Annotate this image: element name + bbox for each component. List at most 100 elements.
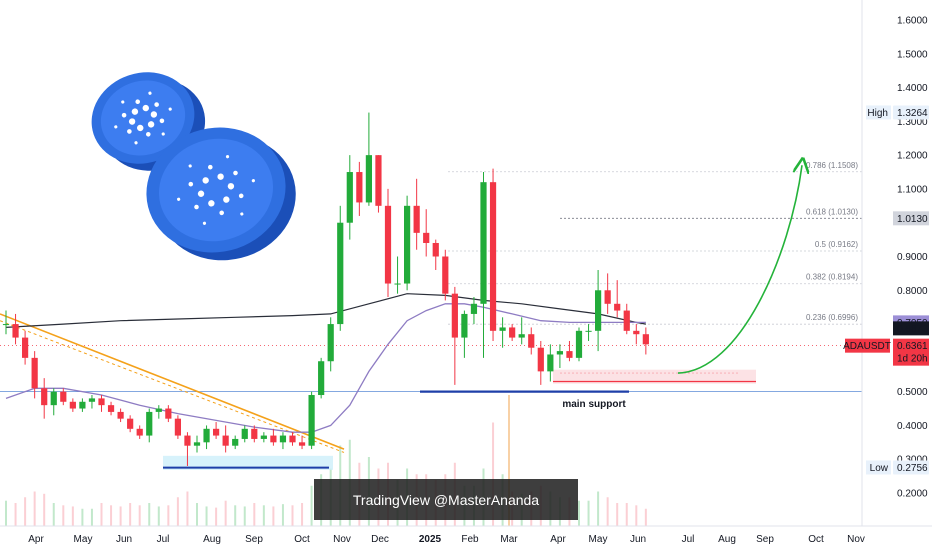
downtrend-line-dashed[interactable] <box>0 320 345 453</box>
candle-body <box>12 324 19 338</box>
candle-body <box>623 310 630 331</box>
candle-body <box>585 330 592 332</box>
coin-logo-dot <box>197 190 205 197</box>
trendlines[interactable] <box>0 313 862 453</box>
fib-level-label: 0.236 (0.6996) <box>806 313 858 322</box>
time-tick-label: Aug <box>203 534 221 545</box>
time-axis[interactable]: Apr May Jun Jul Aug Sep Oct Nov Dec 2025 Feb Mar Apr… <box>0 525 932 545</box>
coin-logo-dot <box>150 111 158 118</box>
candle-body <box>146 411 153 436</box>
price-tag-label: High <box>867 108 888 119</box>
coin-logo-dot <box>251 179 255 183</box>
price-tick-label: 0.3000 <box>897 455 928 466</box>
candle-body <box>308 395 315 446</box>
downtrend-line[interactable] <box>0 313 345 450</box>
coin-logo-dot <box>223 196 230 203</box>
coin-logo-dot <box>161 132 165 136</box>
candle-body <box>461 313 468 338</box>
price-tick-label: 0.8000 <box>897 286 928 297</box>
candle-body <box>480 182 487 304</box>
volume-bar <box>52 503 55 526</box>
coin-inner-face <box>100 80 186 156</box>
candle-body <box>41 388 48 406</box>
candle-body <box>614 303 621 311</box>
time-tick-label: Apr <box>550 534 566 545</box>
candle-body <box>98 398 105 406</box>
candle-body <box>528 334 535 348</box>
volume-bar <box>492 422 495 526</box>
price-tick-label: 1.4000 <box>897 83 928 94</box>
candle-body <box>88 398 96 402</box>
coin-logo-dot <box>147 121 155 128</box>
candle-body <box>260 435 267 439</box>
candle-body <box>251 428 258 439</box>
tradingview-watermark: TradingView @MasterAnanda <box>314 479 578 520</box>
price-tag-value: 0.6361 <box>897 341 928 352</box>
price-tag-label-bg <box>866 460 891 475</box>
time-tick-label: May <box>589 534 608 545</box>
time-tick-label: Sep <box>756 534 774 545</box>
ma-50-line <box>5 303 646 433</box>
volume-bar <box>616 503 619 526</box>
volume-bar <box>310 485 313 526</box>
main-support-label: main support <box>562 399 626 410</box>
price-tick-label: 1.5000 <box>897 49 928 60</box>
coin-logo-dot <box>202 221 207 225</box>
volume-bar <box>301 503 304 526</box>
candle-body <box>375 155 382 206</box>
volume-bar <box>196 503 198 526</box>
candle-body <box>193 442 201 446</box>
candle-countdown: 1d 20h <box>897 354 928 365</box>
candle-body <box>31 357 38 389</box>
candle-body <box>136 428 143 436</box>
coin-logo-dot <box>131 108 139 115</box>
drawing-annotations[interactable]: main support <box>562 165 802 410</box>
price-axis-bg <box>862 0 932 550</box>
volume-bar <box>62 505 65 526</box>
volume-bar <box>262 505 265 526</box>
coin-logo-dot <box>114 125 118 129</box>
price-tag-value: 0.2756 <box>897 463 928 474</box>
candle-body <box>547 354 554 372</box>
candle-body <box>432 242 439 257</box>
coin-logo-dot <box>159 118 165 124</box>
candle-body <box>69 401 76 409</box>
volume-bar <box>110 505 113 526</box>
volume-bar <box>625 503 628 526</box>
accumulation-zone-low <box>163 455 333 470</box>
candle-body <box>127 418 134 429</box>
volume-bar <box>597 491 600 526</box>
candle-body <box>222 435 229 446</box>
candle-body <box>575 330 583 358</box>
candle-body <box>298 442 306 446</box>
volume-bar <box>224 500 227 526</box>
volume-bar <box>186 491 189 526</box>
price-tag-bg <box>893 321 929 336</box>
candle-body <box>241 428 248 439</box>
time-tick-label: Sep <box>245 534 263 545</box>
price-axis[interactable]: 1.6000 1.5000 1.4000 1.3000 1.2000 1.1000 0.90… <box>843 0 932 550</box>
volume-bar <box>129 503 132 526</box>
bullish-projection-arrow[interactable] <box>677 165 802 374</box>
candle-body <box>155 408 162 412</box>
candle-body <box>413 205 420 233</box>
price-tag-bg <box>893 105 929 120</box>
candle-body <box>470 303 478 314</box>
coin-logo-dot <box>225 155 230 159</box>
candle-body <box>270 435 277 443</box>
time-tick-label: Aug <box>718 534 736 545</box>
volume-bar <box>138 505 141 526</box>
coin-logo-dot <box>127 129 132 134</box>
candle-body <box>642 334 649 345</box>
candle-body <box>604 290 611 304</box>
candle-body <box>384 205 392 284</box>
volume-bar <box>90 508 93 526</box>
price-tag-value: 1.3264 <box>897 108 928 119</box>
coin-logo-dot <box>233 170 238 176</box>
coin-inner-face <box>158 138 274 242</box>
volume-bar <box>24 497 27 526</box>
chart-zones <box>163 369 756 470</box>
price-tag-bg <box>893 460 929 475</box>
volume-bar <box>176 497 179 526</box>
